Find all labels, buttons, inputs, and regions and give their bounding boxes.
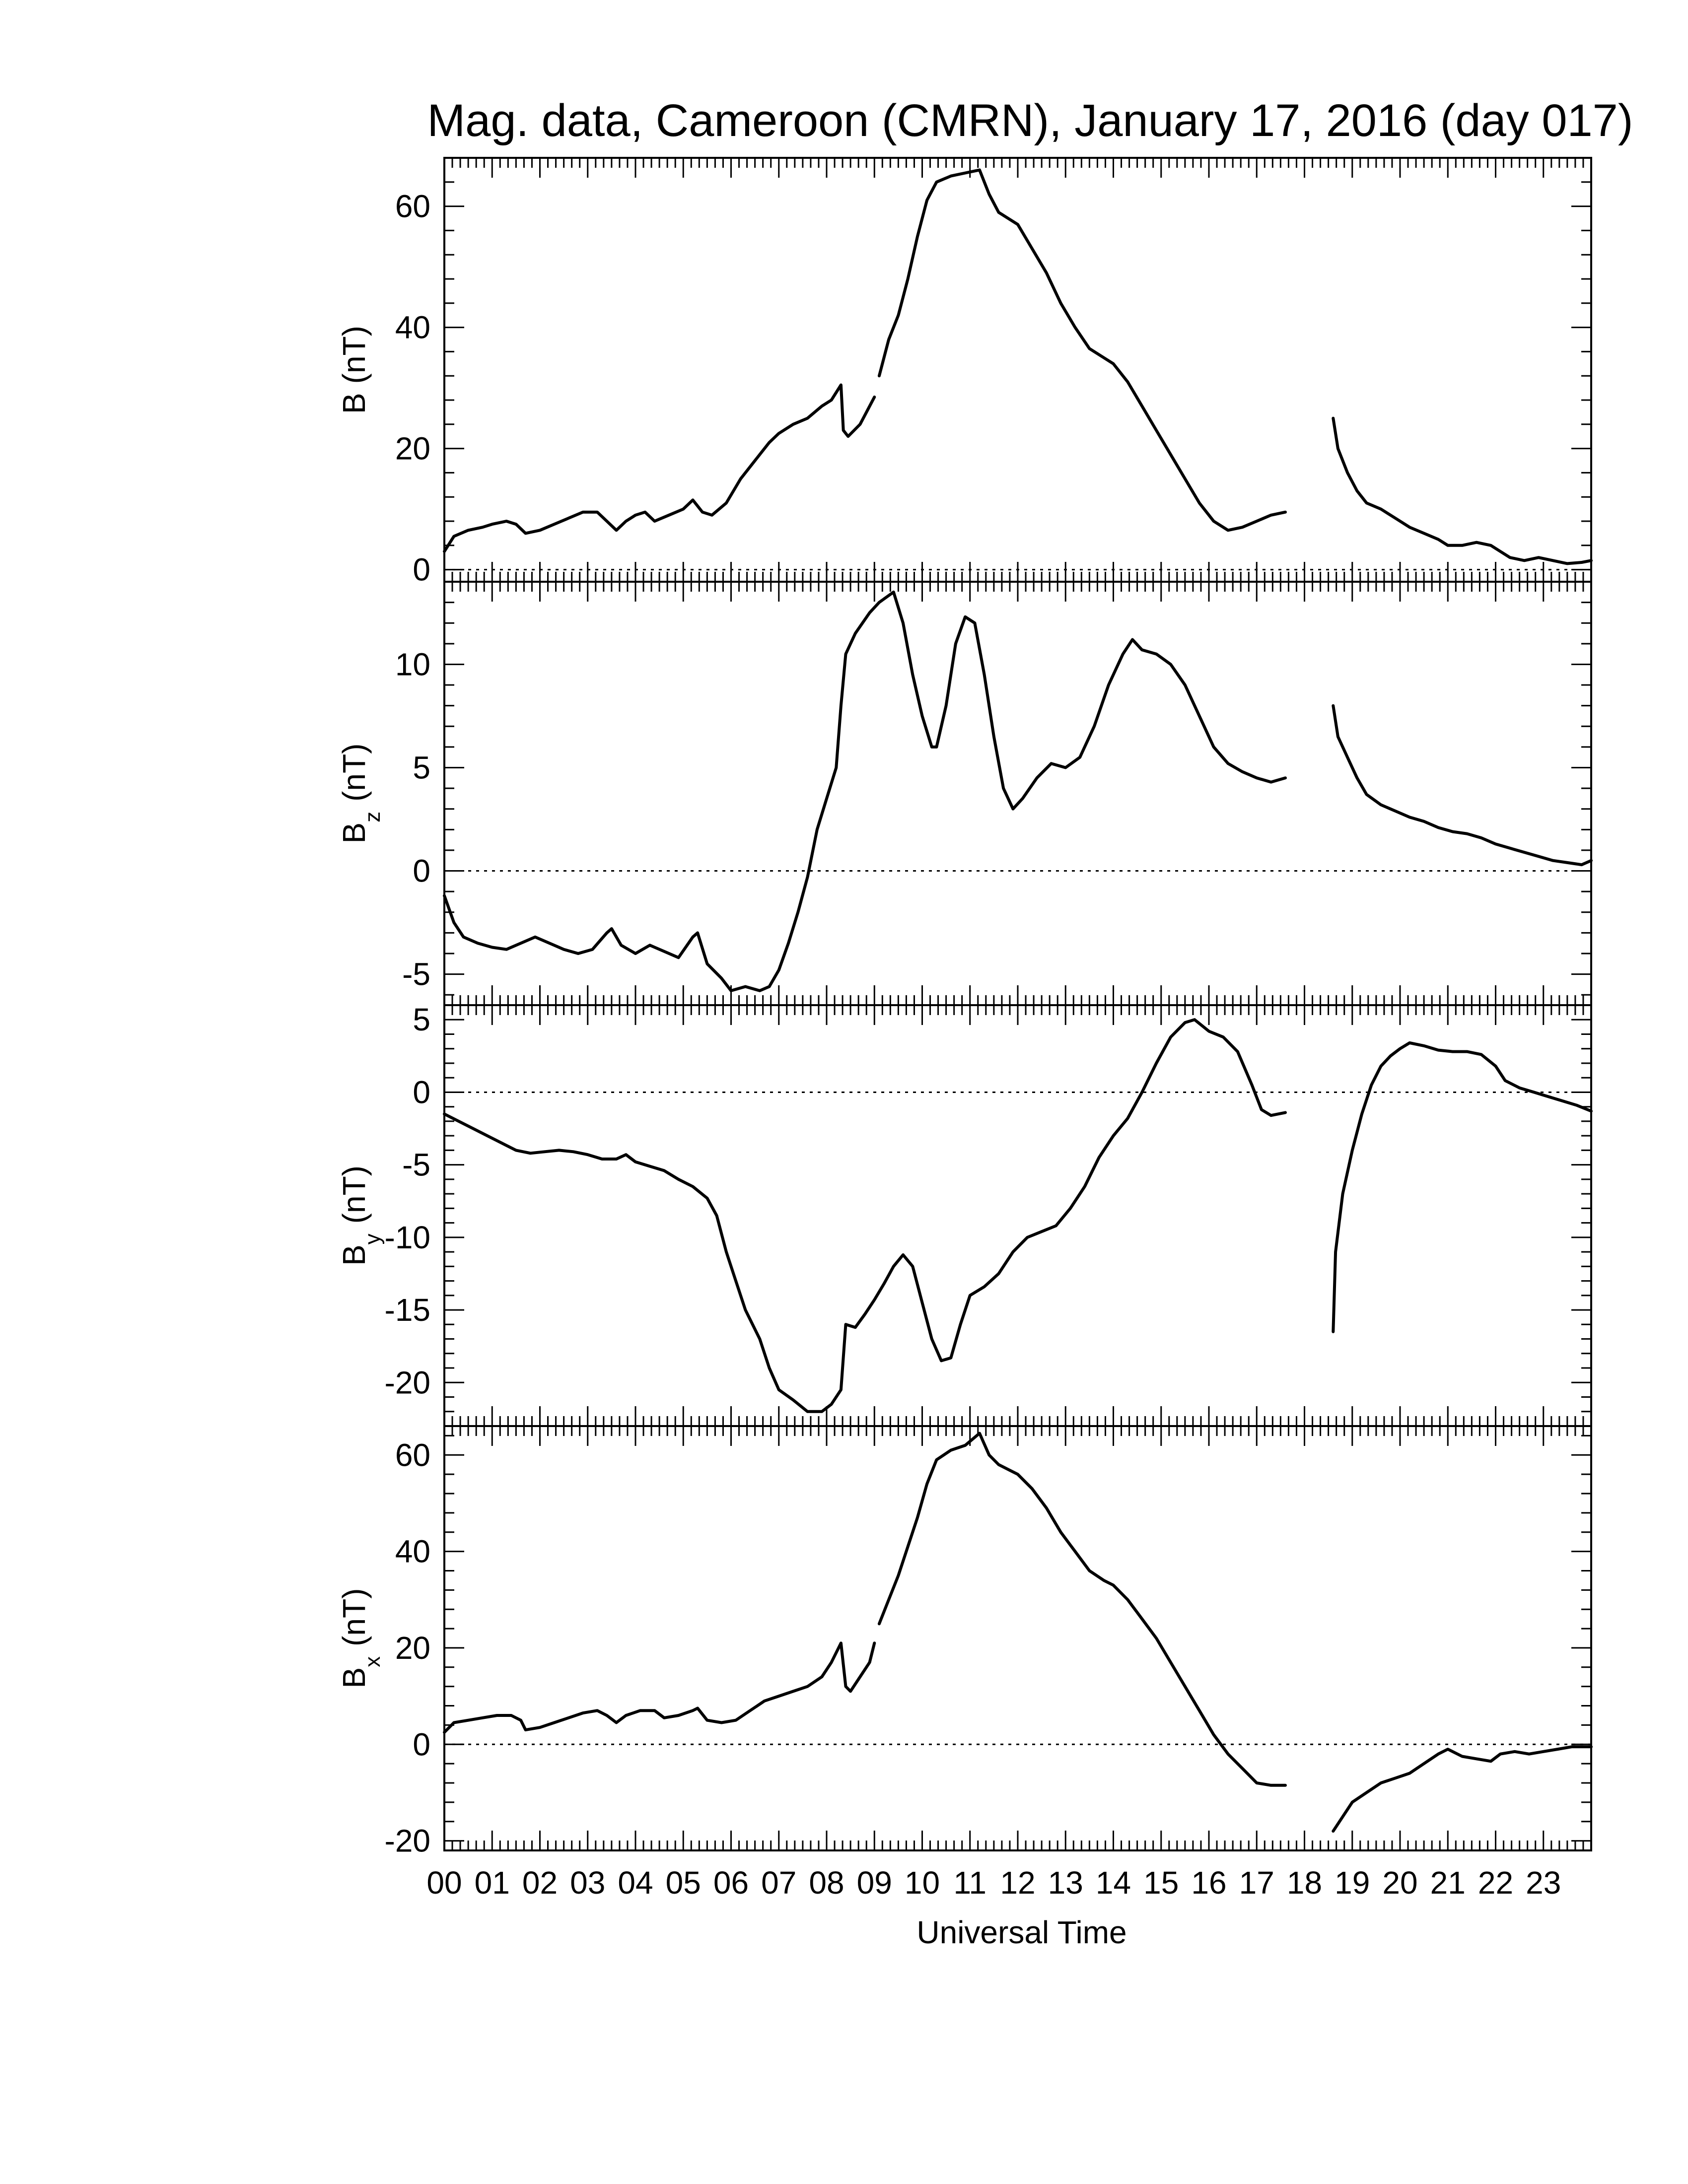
x-tick-label: 22 [1478,1865,1513,1901]
y-tick-label: 20 [395,431,430,467]
series-Bx-line [1332,1745,1593,1833]
series-By-line [443,1018,1287,1413]
x-tick-label: 03 [570,1865,605,1901]
series-Bx-line [443,1641,876,1734]
panel-frame [443,1425,1592,1851]
series-Bz-line [443,590,1287,992]
x-tick-label: 18 [1287,1865,1322,1901]
panel-frame [443,581,1592,1006]
y-tick-label: 0 [413,853,430,889]
y-tick-label: -5 [402,1147,430,1183]
y-tick-label: 40 [395,310,430,345]
x-tick-label: 20 [1382,1865,1417,1901]
y-tick-label: 60 [395,1437,430,1473]
x-tick-label: 08 [809,1865,844,1901]
x-tick-label: 23 [1526,1865,1561,1901]
y-axis-label-Bx: Bx(nT) [336,1588,385,1689]
x-tick-label: 13 [1048,1865,1083,1901]
series-B-line [877,168,1287,532]
x-tick-label: 21 [1430,1865,1466,1901]
x-tick-label: 06 [713,1865,749,1901]
x-tick-label: 07 [761,1865,796,1901]
panels: 0 20 40 60 B(nT) -5 0 5 10 Bz(nT) -20 -15 -10 -5 0 5 By(… [336,157,1593,1859]
y-tick-label: -20 [385,1365,431,1400]
x-axis-label: Universal Time [916,1914,1126,1950]
x-tick-label: 19 [1335,1865,1370,1901]
series-Bx-line [877,1432,1287,1787]
y-tick-label: -10 [385,1220,431,1255]
y-tick-label: 20 [395,1630,430,1666]
panel-Bz: -5 0 5 10 Bz(nT) [336,581,1593,1006]
panel-frame [443,157,1592,583]
series-B-line [1332,416,1593,565]
y-tick-label: 60 [395,189,430,224]
y-axis-label-B: B(nT) [336,326,372,414]
y-tick-label: -5 [402,956,430,992]
x-tick-label: 11 [954,1865,986,1901]
y-tick-label: 5 [413,750,430,785]
x-tick-label: 05 [666,1865,701,1901]
x-tick-label: 15 [1143,1865,1179,1901]
y-tick-label: 40 [395,1534,430,1570]
x-tick-label: 16 [1191,1865,1226,1901]
y-tick-label: 5 [413,1002,430,1037]
series-By-line [1332,1041,1593,1333]
y-tick-label: -20 [385,1823,431,1859]
x-tick-label: 00 [426,1865,462,1901]
panel-Bx: -20 0 20 40 60 Bx(nT) [336,1425,1593,1859]
y-axis-label-By: By(nT) [336,1165,385,1266]
y-tick-label: 0 [413,552,430,588]
chart-title: Mag. data, Cameroon (CMRN), January 17, … [427,95,1633,146]
x-tick-label: 10 [905,1865,940,1901]
y-tick-label: -15 [385,1292,431,1328]
x-tick-label: 02 [522,1865,558,1901]
series-B-line [443,383,876,553]
series-Bz-line [1332,704,1593,867]
x-axis: 00 01 02 03 04 05 06 07 08 09 10 11 12 13 14 15 16 17 18 19… [426,1865,1561,1901]
x-tick-label: 01 [475,1865,510,1901]
y-tick-label: 10 [395,646,430,682]
x-tick-label: 17 [1239,1865,1274,1901]
panel-frame [443,1004,1592,1427]
x-tick-label: 04 [618,1865,653,1901]
y-tick-label: 0 [413,1726,430,1762]
x-tick-label: 14 [1096,1865,1131,1901]
y-tick-label: 0 [413,1074,430,1110]
x-tick-label: 09 [857,1865,892,1901]
panel-By: -20 -15 -10 -5 0 5 By(nT) [336,1002,1593,1427]
panel-B: 0 20 40 60 B(nT) [336,157,1593,588]
y-axis-label-Bz: Bz(nT) [336,744,385,844]
x-tick-label: 12 [1000,1865,1035,1901]
